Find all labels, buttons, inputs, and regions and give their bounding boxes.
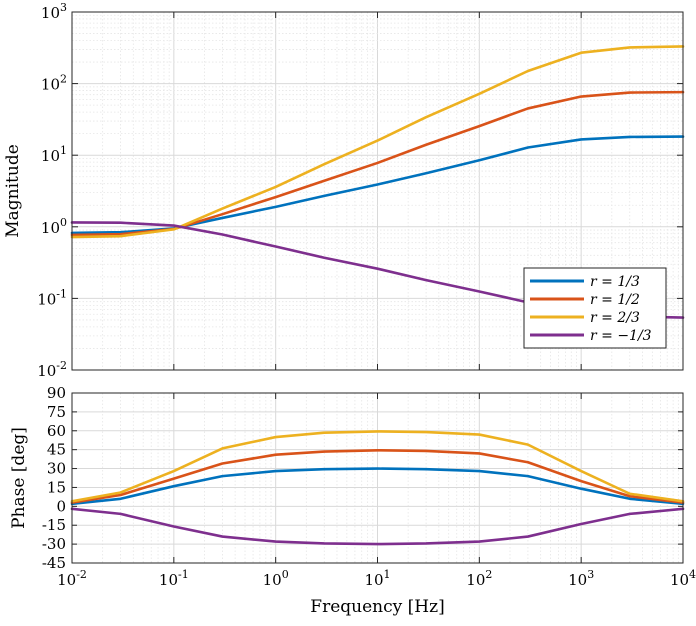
magnitude-y-tick-label: 10-2 xyxy=(37,359,67,380)
phase-y-tick-label: -15 xyxy=(42,516,66,534)
frequency-x-tick-label: 103 xyxy=(568,568,594,589)
magnitude-y-tick-label: 101 xyxy=(41,144,67,165)
frequency-x-tick-label: 10-2 xyxy=(57,568,87,589)
magnitude-y-tick-label: 102 xyxy=(41,73,67,94)
phase-series-line-2 xyxy=(70,448,685,504)
phase-y-tick-label: 90 xyxy=(47,384,66,402)
magnitude-y-tick-label: 100 xyxy=(41,216,67,237)
magnitude-y-tick-label: 103 xyxy=(41,1,67,22)
phase-y-tick-label: 0 xyxy=(56,497,66,515)
magnitude-series-line-3 xyxy=(70,45,685,239)
phase-series-line-3 xyxy=(70,430,685,503)
phase-y-tick-label: 30 xyxy=(47,460,66,478)
legend: r = 1/3 r = 1/2 r = 2/3 r = −1/3 xyxy=(523,267,667,349)
magnitude-ylabel: Magnitude xyxy=(3,144,23,238)
phase-grid xyxy=(71,392,684,564)
phase-series-line-1 xyxy=(70,467,685,506)
phase-y-tick-label: 60 xyxy=(47,422,66,440)
phase-y-tick-label: -30 xyxy=(42,535,66,553)
frequency-x-tick-label: 101 xyxy=(364,568,390,589)
magnitude-y-tick-label: 10-1 xyxy=(37,287,67,308)
legend-entry-1: r = 1/3 xyxy=(590,274,640,290)
phase-y-tick-label: 15 xyxy=(47,478,66,496)
phase-series xyxy=(70,430,685,546)
phase-y-tick-label: -45 xyxy=(42,554,66,572)
frequency-x-tick-label: 102 xyxy=(466,568,492,589)
phase-series-line-4 xyxy=(70,507,685,546)
legend-entry-2: r = 1/2 xyxy=(590,292,640,308)
frequency-xlabel: Frequency [Hz] xyxy=(310,597,444,617)
magnitude-tick-labels: 10-2 10-1 100 101 102 103 xyxy=(37,1,684,380)
legend-entry-4: r = −1/3 xyxy=(590,328,652,344)
legend-entry-3: r = 2/3 xyxy=(590,310,640,326)
phase-y-tick-label: 45 xyxy=(47,441,66,459)
frequency-x-tick-label: 100 xyxy=(263,568,289,589)
frequency-x-tick-label: 10-1 xyxy=(159,568,189,589)
phase-y-tick-label: 75 xyxy=(47,403,66,421)
phase-ylabel: Phase [deg] xyxy=(9,427,29,529)
frequency-x-tick-label: 104 xyxy=(670,568,696,589)
